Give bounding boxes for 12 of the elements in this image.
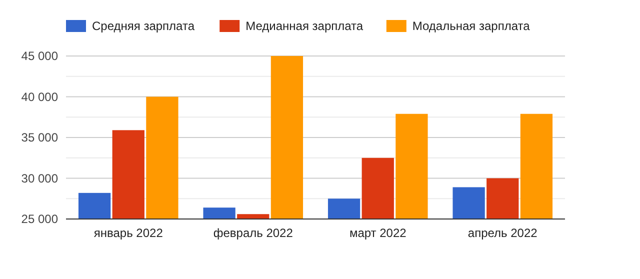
legend-label: Модальная зарплата xyxy=(412,19,530,33)
y-tick-label: 35 000 xyxy=(21,130,58,145)
y-tick-label: 45 000 xyxy=(21,49,58,64)
y-tick-label: 25 000 xyxy=(21,212,58,226)
x-tick-label: март 2022 xyxy=(349,226,407,240)
legend-label: Средняя зарплата xyxy=(92,19,195,33)
x-tick-label: апрель 2022 xyxy=(468,226,538,240)
legend-label: Медианная зарплата xyxy=(246,19,364,33)
y-tick-label: 30 000 xyxy=(21,171,58,186)
y-tick-label: 40 000 xyxy=(21,90,58,104)
x-tick-label: февраль 2022 xyxy=(213,226,294,240)
x-tick-label: январь 2022 xyxy=(94,226,164,240)
